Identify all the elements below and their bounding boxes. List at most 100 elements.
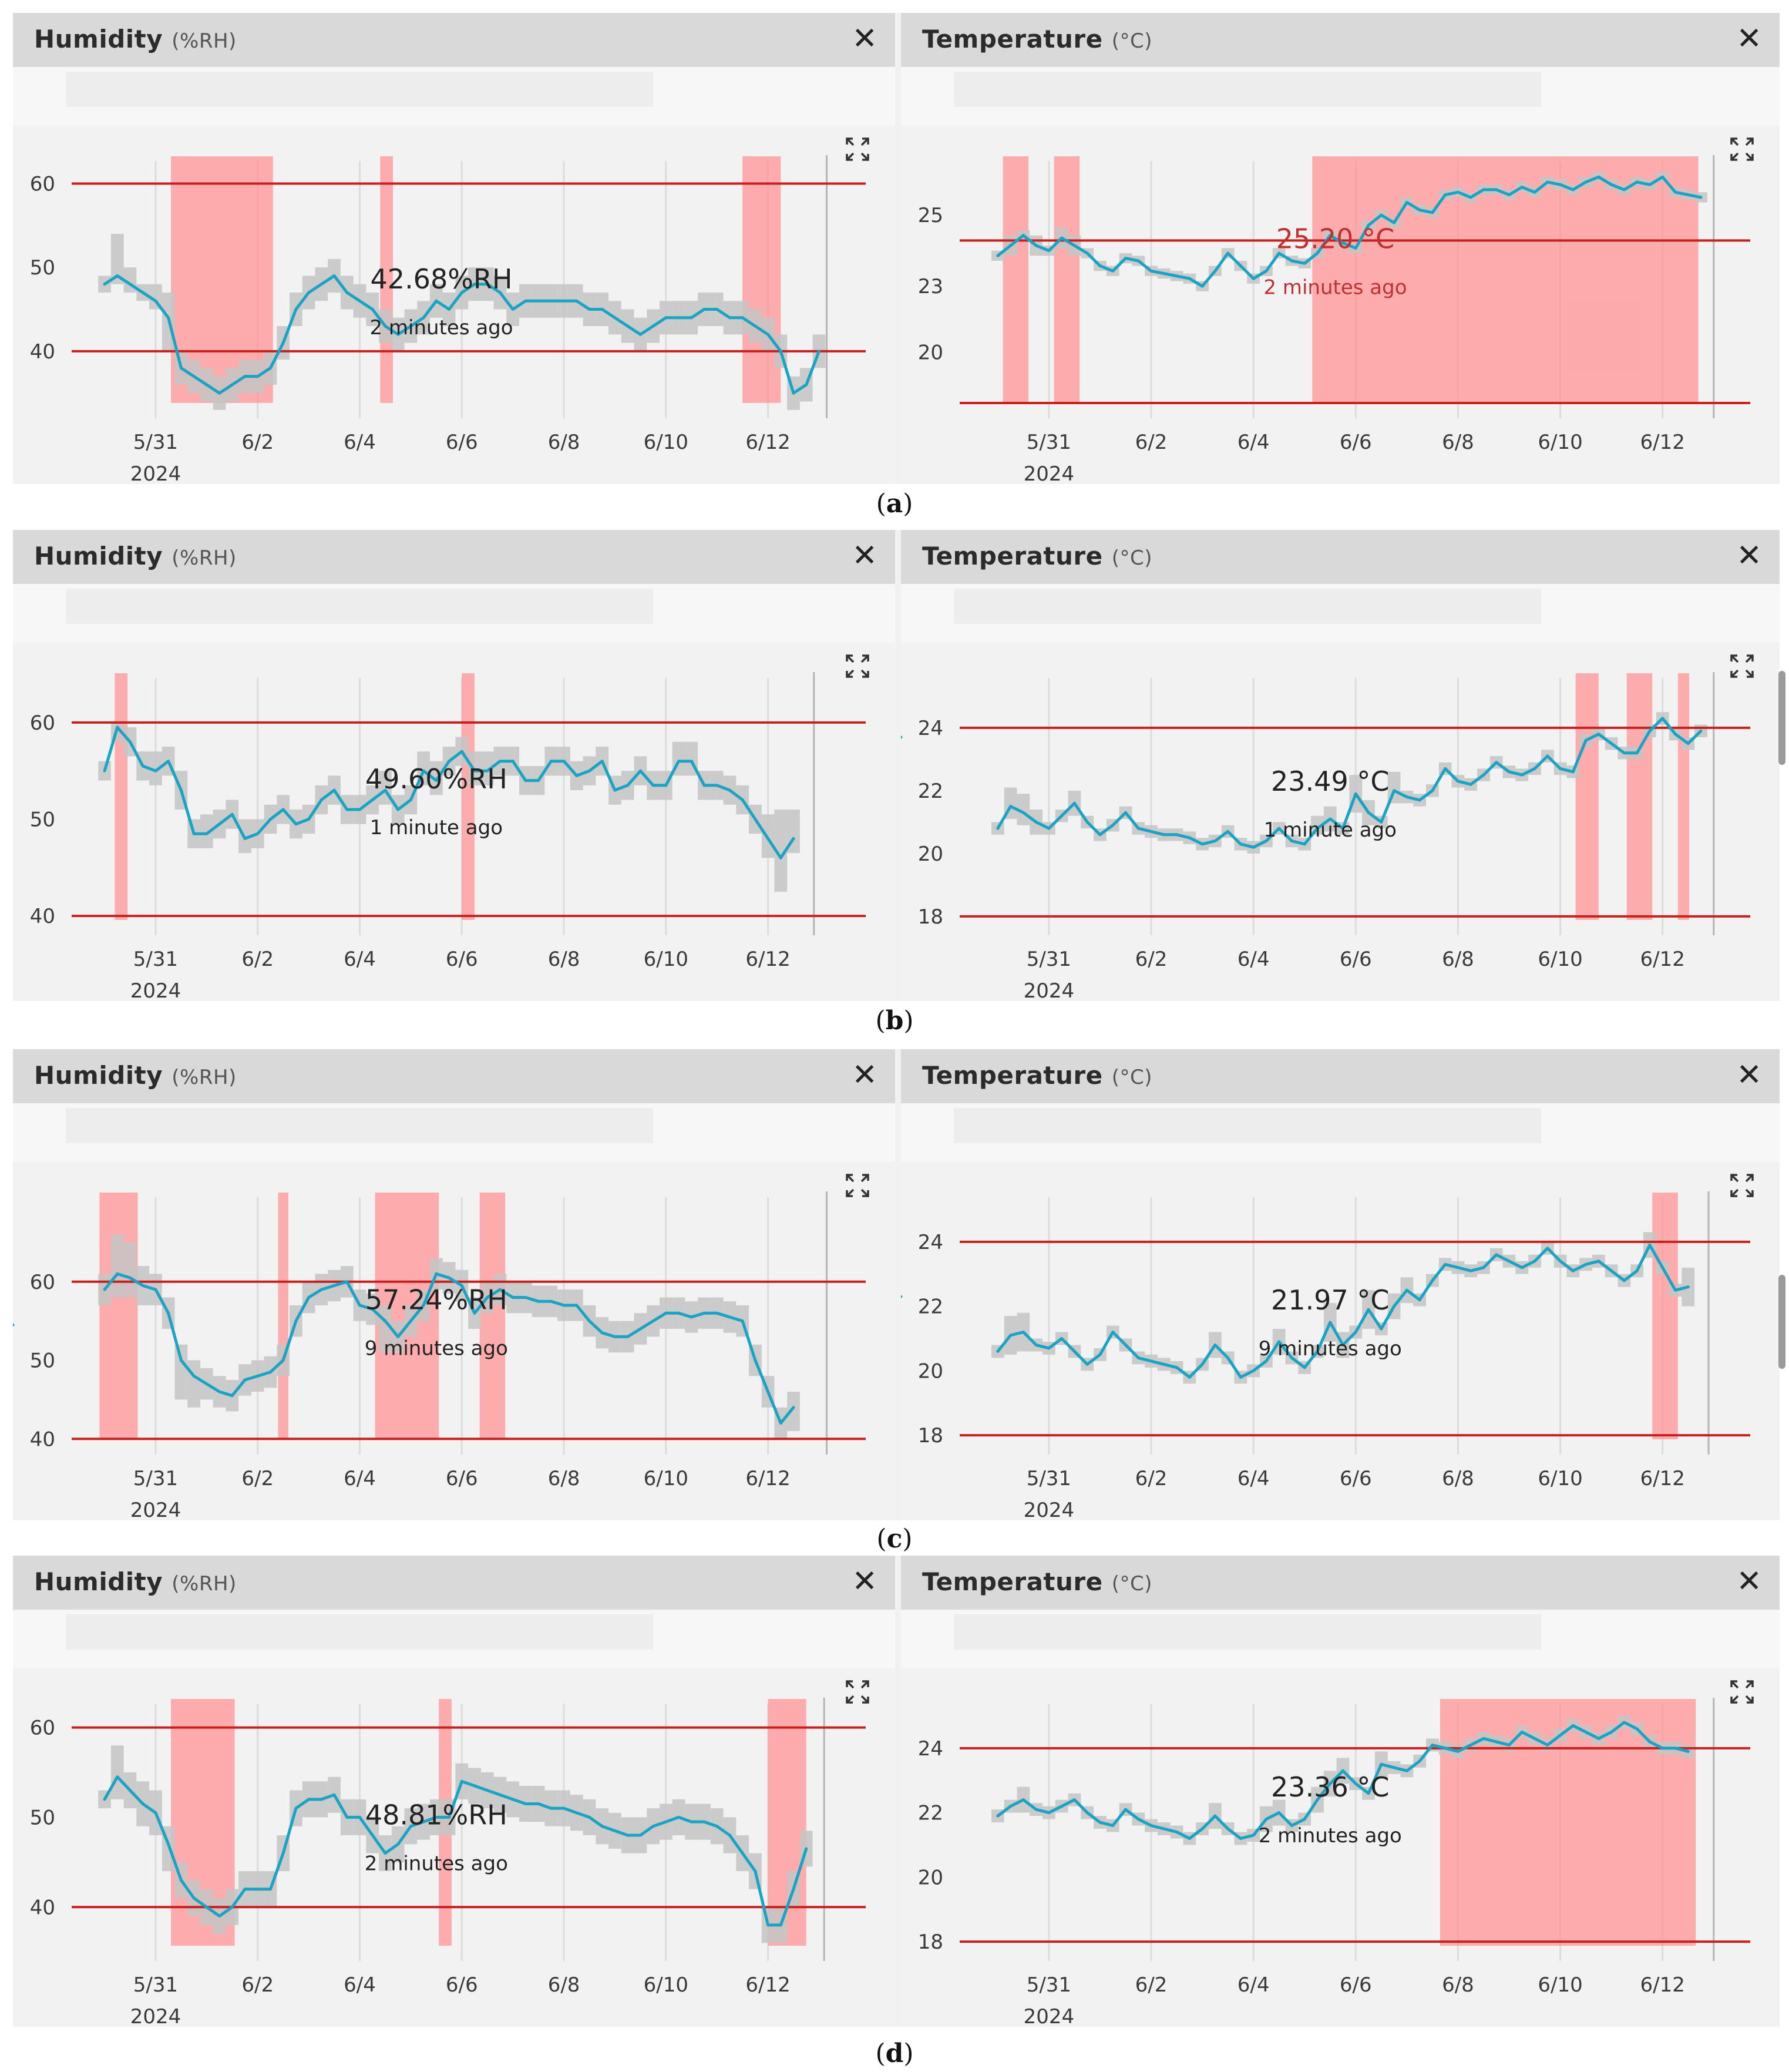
close-icon[interactable]: ✕ bbox=[852, 1057, 877, 1093]
data-point bbox=[1354, 1782, 1357, 1785]
expand-icon[interactable] bbox=[845, 653, 870, 679]
plot-area[interactable]: 18 20 22 24 5/31 6/2 6/4 6/6 6/8 6/10 6/12 2024 23.3… bbox=[901, 1556, 1780, 2027]
plot-area[interactable]: 40 50 60 5/31 6/2 6/4 6/6 6/8 6/10 6/12 2024 57.24%… bbox=[13, 1049, 895, 1520]
data-point bbox=[345, 291, 349, 294]
close-icon[interactable]: ✕ bbox=[852, 538, 877, 573]
plot-area[interactable]: 18 20 22 24 5/31 6/2 6/4 6/6 6/8 6/10 6/12 2024 21.9… bbox=[901, 1049, 1780, 1520]
data-point bbox=[1009, 805, 1013, 808]
widget-title-text: Temperature bbox=[922, 542, 1112, 570]
plot-area[interactable]: 18 20 22 24 5/31 6/2 6/4 6/6 6/8 6/10 6/12 2024 23.4… bbox=[901, 530, 1780, 1001]
data-point bbox=[218, 391, 221, 395]
last-update-time: 9 minutes ago bbox=[365, 1337, 508, 1361]
data-point bbox=[549, 299, 553, 303]
data-point bbox=[779, 856, 782, 859]
x-tick-label: 6/6 bbox=[446, 1467, 478, 1490]
x-tick-label: 6/2 bbox=[241, 431, 274, 454]
data-point bbox=[1584, 1262, 1588, 1266]
caption-paren: ) bbox=[902, 1524, 913, 1554]
scrollbar-thumb[interactable] bbox=[1778, 671, 1785, 765]
x-tick-label: 6/4 bbox=[344, 1973, 376, 1997]
plot-area[interactable]: 20 23 25 5/31 6/2 6/4 6/6 6/8 6/10 6/12 2024 25.20 … bbox=[901, 13, 1780, 484]
close-icon[interactable]: ✕ bbox=[852, 1564, 877, 1599]
data-point bbox=[1060, 814, 1064, 818]
widget-unit: (%RH) bbox=[171, 29, 237, 53]
data-point bbox=[792, 837, 795, 840]
data-point bbox=[1021, 811, 1025, 814]
data-point bbox=[664, 316, 668, 320]
plot-area[interactable]: 40 50 60 5/31 6/2 6/4 6/6 6/8 6/10 6/12 2024 42.68%… bbox=[13, 13, 895, 484]
data-point bbox=[587, 308, 591, 311]
data-point bbox=[1175, 1366, 1179, 1369]
data-point bbox=[1162, 272, 1166, 276]
data-point bbox=[575, 1811, 579, 1815]
widget-header: Temperature (°C) ✕ bbox=[901, 13, 1780, 67]
humidity-widget: Humidity (%RH) ✕ 40 50 60 5/31 6/2 6/4 6/6 6/8 6/1… bbox=[13, 13, 895, 484]
data-point bbox=[307, 817, 311, 821]
data-point bbox=[626, 1833, 630, 1837]
y-tick-label: 20 bbox=[918, 341, 943, 365]
background-shade bbox=[954, 1614, 1541, 1650]
data-point bbox=[1111, 269, 1115, 273]
close-icon[interactable]: ✕ bbox=[1736, 1564, 1762, 1599]
data-point bbox=[1456, 780, 1460, 783]
plot-area[interactable]: 40 50 60 5/31 6/2 6/4 6/6 6/8 6/10 6/12 2024 49.60%… bbox=[13, 530, 895, 1001]
data-point bbox=[1303, 261, 1306, 265]
data-point bbox=[1648, 1243, 1652, 1247]
alarm-span bbox=[742, 156, 781, 403]
data-point bbox=[448, 1276, 451, 1280]
data-point bbox=[1290, 839, 1293, 842]
expand-icon[interactable] bbox=[845, 1679, 870, 1705]
data-point bbox=[192, 1896, 196, 1900]
data-point bbox=[409, 798, 412, 802]
x-tick-label: 6/4 bbox=[1237, 948, 1270, 971]
expand-icon[interactable] bbox=[1729, 653, 1755, 679]
close-icon[interactable]: ✕ bbox=[1736, 538, 1762, 573]
expand-icon[interactable] bbox=[1729, 1679, 1755, 1705]
data-point bbox=[371, 308, 374, 311]
close-icon[interactable]: ✕ bbox=[1736, 1057, 1762, 1093]
data-point bbox=[1456, 1266, 1460, 1270]
data-point bbox=[728, 788, 731, 792]
data-point bbox=[1686, 193, 1690, 197]
data-point bbox=[587, 769, 591, 773]
range-band-step bbox=[1311, 815, 1324, 835]
widget-title-text: Temperature bbox=[922, 1061, 1112, 1090]
expand-icon[interactable] bbox=[845, 136, 870, 162]
close-icon[interactable]: ✕ bbox=[852, 21, 877, 56]
expand-icon[interactable] bbox=[1729, 136, 1755, 162]
close-icon[interactable]: ✕ bbox=[1736, 21, 1762, 56]
data-point bbox=[498, 1793, 502, 1796]
data-point bbox=[256, 1888, 260, 1891]
widget-unit: (°C) bbox=[1111, 29, 1153, 53]
data-point bbox=[332, 788, 336, 792]
expand-icon[interactable] bbox=[1729, 1173, 1755, 1198]
data-point bbox=[1200, 1362, 1204, 1366]
x-tick-label: 6/2 bbox=[241, 948, 274, 971]
data-point bbox=[715, 1311, 719, 1315]
data-point bbox=[281, 341, 285, 345]
data-point bbox=[817, 350, 820, 353]
data-point bbox=[677, 1815, 681, 1819]
x-tick-label: 6/8 bbox=[1442, 1973, 1474, 1997]
data-point bbox=[1661, 1747, 1664, 1750]
x-tick-label: 6/6 bbox=[1340, 1973, 1372, 1997]
data-point bbox=[1393, 1766, 1396, 1769]
data-point bbox=[651, 324, 655, 328]
scrollbar-thumb[interactable] bbox=[1778, 1275, 1785, 1369]
data-point bbox=[1418, 208, 1421, 211]
range-band-step bbox=[200, 814, 213, 848]
data-point bbox=[129, 283, 132, 286]
expand-icon[interactable] bbox=[845, 1173, 870, 1198]
plot-area[interactable]: 40 50 60 5/31 6/2 6/4 6/6 6/8 6/10 6/12 2024 48.81%… bbox=[13, 1556, 895, 2027]
data-point bbox=[702, 784, 706, 787]
x-tick-label: 6/12 bbox=[1640, 431, 1685, 454]
data-point bbox=[1111, 824, 1115, 827]
caption-letter: b bbox=[885, 1006, 904, 1036]
data-point bbox=[116, 726, 119, 729]
caption-paren: ( bbox=[876, 1524, 887, 1554]
caption-paren: ) bbox=[903, 489, 913, 519]
temperature-widget: Temperature (°C) ✕ 18 20 22 24 5/31 6/2 6/4 6/6 6/… bbox=[901, 1556, 1780, 2027]
data-point bbox=[1175, 1831, 1179, 1834]
range-band-step bbox=[149, 751, 162, 785]
data-point bbox=[1648, 729, 1652, 733]
